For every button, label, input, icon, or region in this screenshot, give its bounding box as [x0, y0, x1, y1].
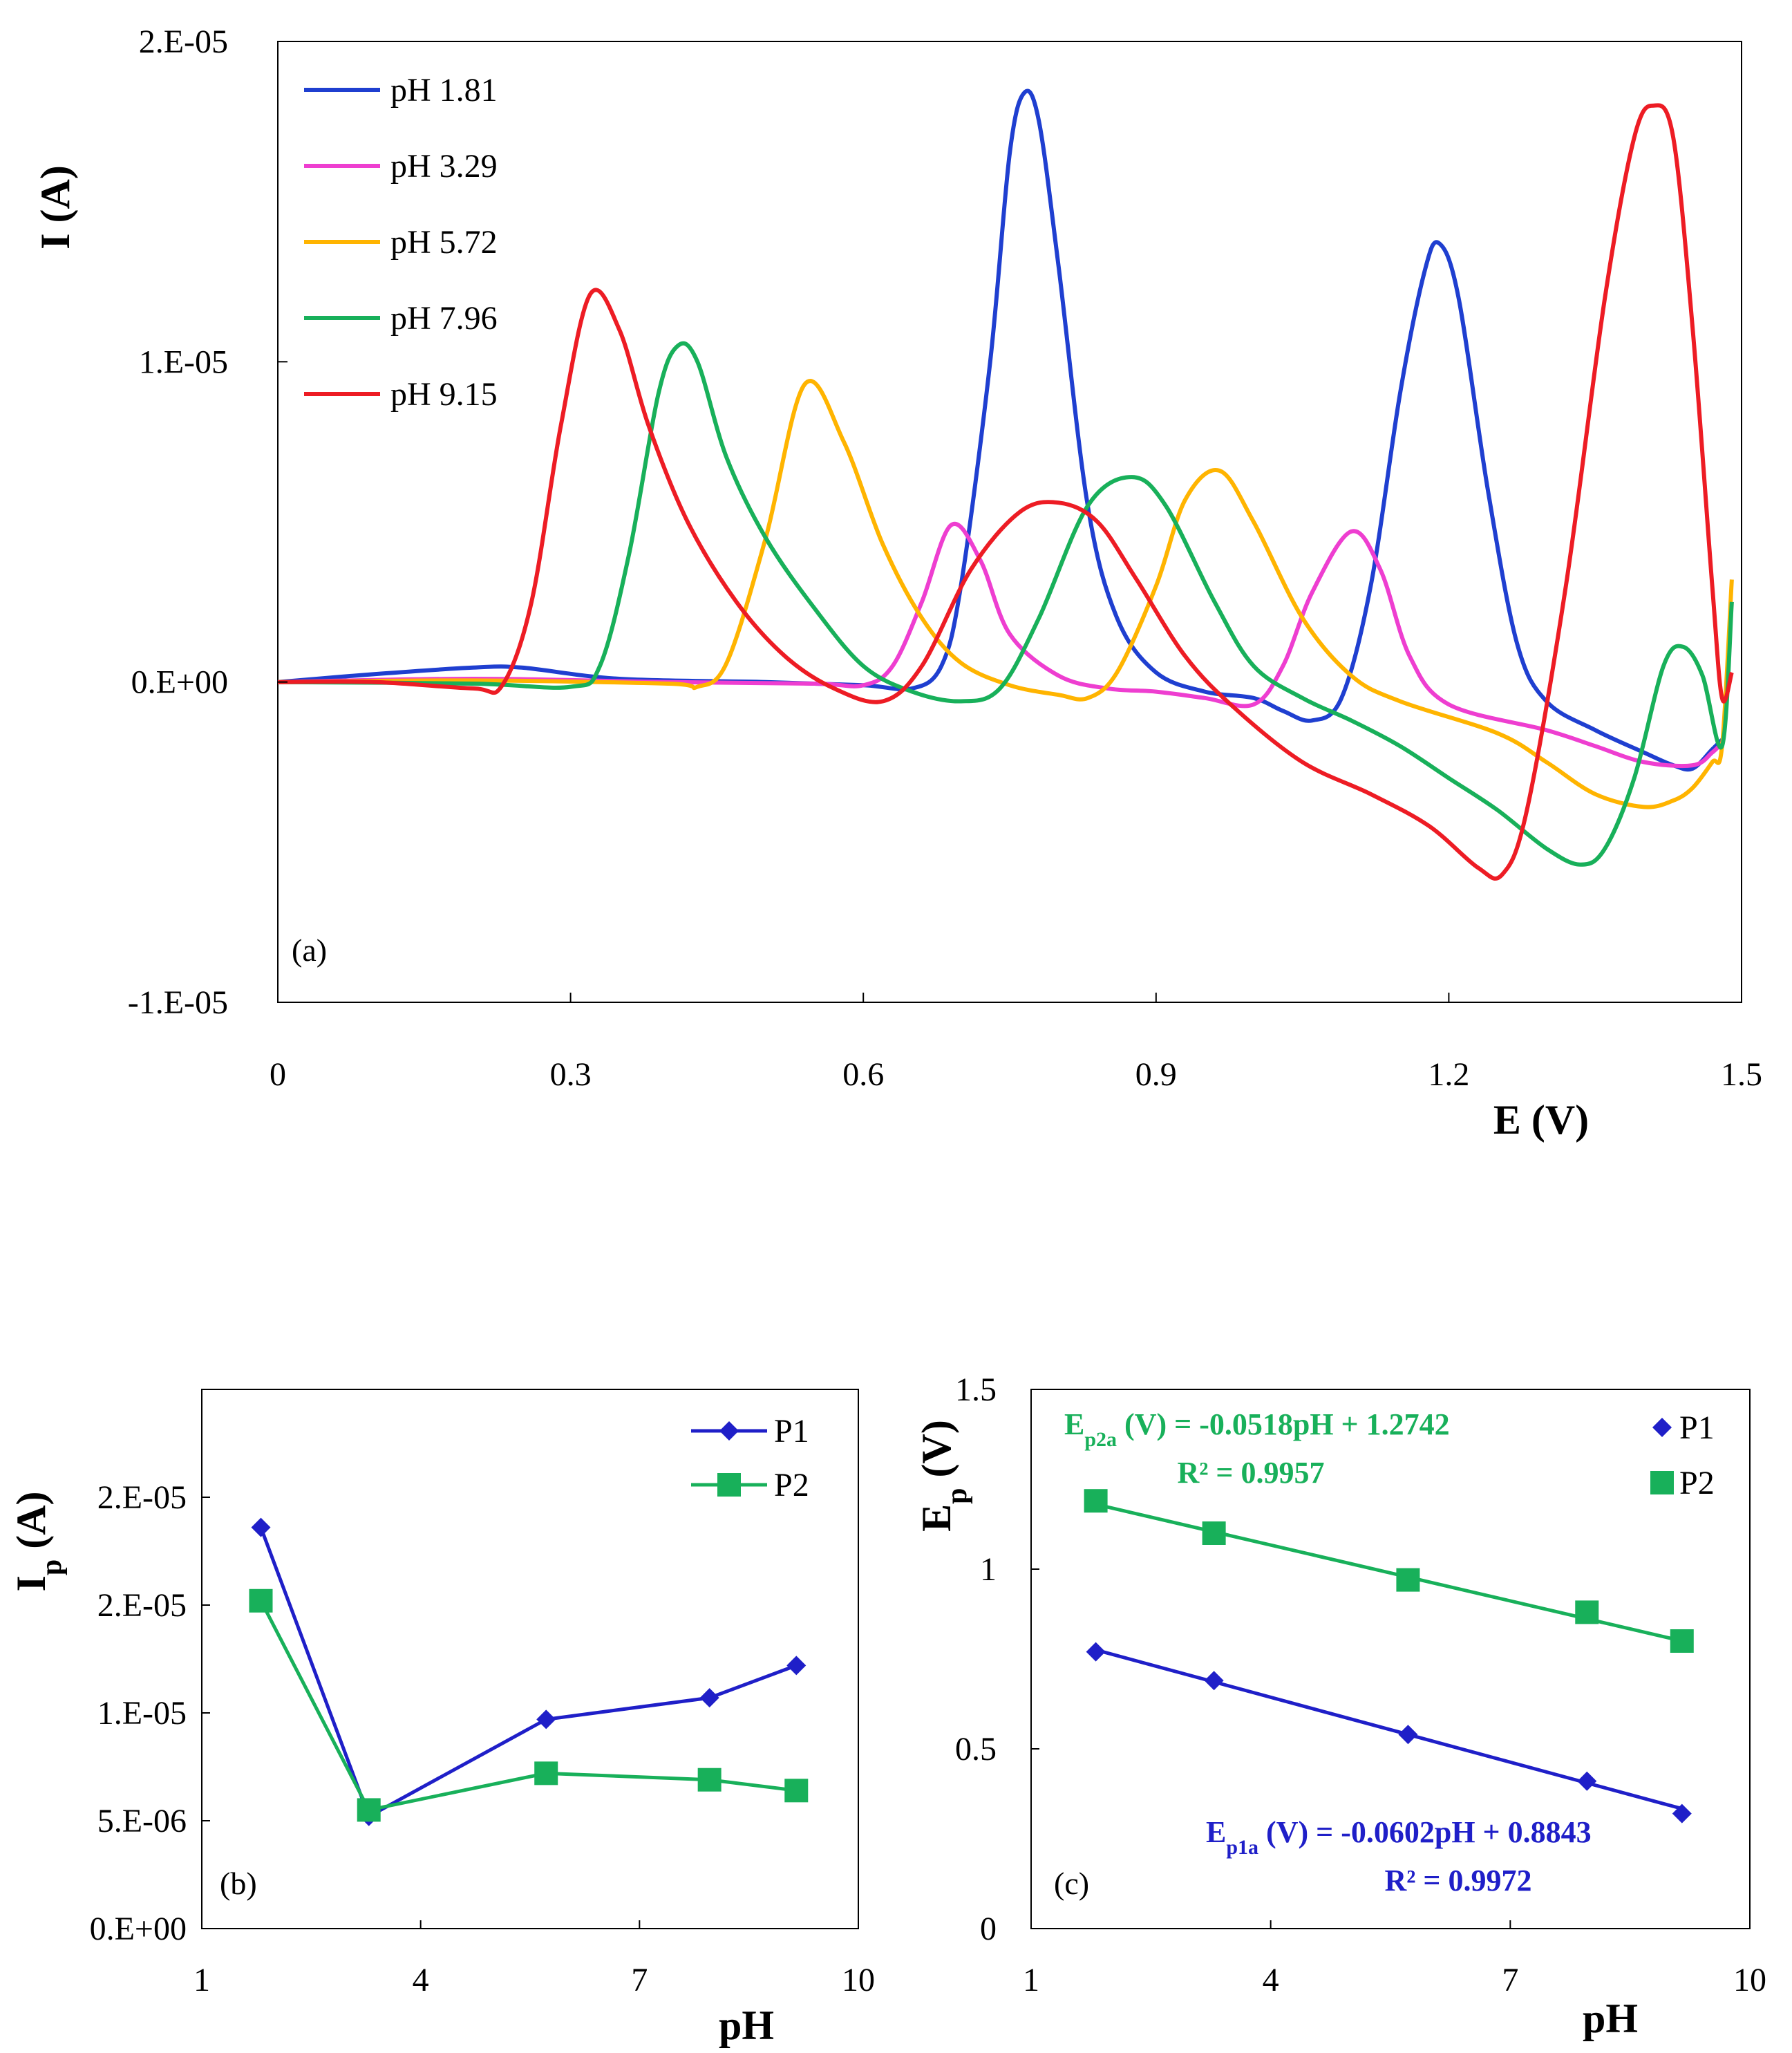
panel-b-point-p2 — [784, 1779, 809, 1803]
panel-c-p2-fit-equation: Ep2a (V) = -0.0518pH + 1.2742 — [1064, 1407, 1450, 1451]
panel-b-x-tick-label: 7 — [631, 1962, 648, 1998]
panel-b-frame — [201, 1389, 859, 1929]
panel-b-point-p1 — [786, 1656, 807, 1676]
panel-b-y-tick-label: 5.E-06 — [97, 1803, 187, 1839]
panel-c-point-p1 — [1577, 1771, 1597, 1791]
panel-b-point-p1 — [251, 1517, 271, 1537]
panel-b-point-p2 — [249, 1588, 273, 1613]
panel-c-legend-label-p1: P1 — [1679, 1409, 1715, 1446]
panel-a-x-tick-label: 0 — [270, 1056, 286, 1093]
panel-c-p2-r-squared: R² = 0.9957 — [1177, 1456, 1324, 1490]
panel-b-x-axis-title: pH — [719, 2003, 774, 2048]
panel-c-point-p2 — [1575, 1600, 1599, 1624]
panel-c: 1 4 7 10 0 0.5 1 1.5 P1 P2 pH Ep (V) (c) Ep2a (… — [914, 1371, 1766, 2041]
panel-a-label: (a) — [292, 932, 327, 968]
panel-a-x-tick-label: 0.3 — [550, 1056, 592, 1093]
panel-a-legend-label-ph-5-72: pH 5.72 — [390, 224, 498, 261]
panel-a-x-tick-label: 1.2 — [1428, 1056, 1469, 1093]
panel-c-legend-marker-p1 — [1652, 1418, 1672, 1437]
panel-b-point-p1 — [536, 1709, 556, 1729]
panel-a: 0 0.3 0.6 0.9 1.2 1.5 -1.E-05 0.E+00 1.E-05 2.E-… — [32, 24, 1762, 1143]
panel-b-x-tick-label: 4 — [413, 1962, 429, 1998]
panel-b-x-tick-label: 10 — [842, 1962, 875, 1998]
panel-a-x-tick-label: 0.6 — [842, 1056, 884, 1093]
panel-b-label: (b) — [220, 1866, 257, 1901]
panel-b-y-tick-label: 1.E-05 — [97, 1695, 187, 1732]
panel-b-point-p2 — [357, 1798, 381, 1822]
panel-a-series-ph-3-29 — [277, 521, 1724, 769]
panel-b-legend-marker-p2 — [717, 1473, 741, 1497]
panel-a-x-tick-label: 1.5 — [1721, 1056, 1762, 1093]
panel-c-x-tick-label: 4 — [1263, 1962, 1279, 1998]
panel-a-legend: pH 1.81 pH 3.29 pH 5.72 pH 7.96 pH 9.15 — [304, 72, 498, 413]
panel-c-x-tick-label: 7 — [1502, 1962, 1518, 1998]
panel-b: 1 4 7 10 0.E+005.E-061.E-052.E-052.E-05 P1P… — [8, 1389, 875, 2048]
panel-b-point-p1 — [699, 1688, 719, 1708]
panel-c-x-axis-title: pH — [1583, 1996, 1638, 2041]
panel-c-point-p2 — [1084, 1489, 1108, 1513]
panel-c-frame — [1030, 1389, 1751, 1929]
panel-b-y-tick-label: 2.E-05 — [97, 1587, 187, 1624]
panel-c-label: (c) — [1054, 1866, 1089, 1901]
panel-c-y-tick-label: 0 — [980, 1911, 997, 1947]
panel-c-point-p1 — [1398, 1725, 1418, 1745]
panel-c-point-p1 — [1672, 1803, 1692, 1824]
panel-a-series-ph-9-15 — [277, 103, 1734, 881]
panel-a-y-tick-label: 1.E-05 — [139, 344, 228, 380]
panel-c-point-p1 — [1086, 1642, 1106, 1662]
panel-a-legend-label-ph-3-29: pH 3.29 — [390, 148, 498, 185]
panel-b-legend-label-p2: P2 — [774, 1467, 809, 1503]
panel-b-y-axis-title: Ip (A) — [8, 1491, 68, 1591]
panel-b-legend-label-p1: P1 — [774, 1413, 809, 1450]
panel-a-y-tick-label: 0.E+00 — [131, 664, 228, 701]
panel-a-legend-label-ph-9-15: pH 9.15 — [390, 376, 498, 413]
panel-a-x-axis-title: E (V) — [1493, 1097, 1589, 1143]
panel-c-x-tick-label: 10 — [1733, 1962, 1766, 1998]
panel-c-legend-label-p2: P2 — [1679, 1465, 1715, 1501]
panel-b-y-tick-label: 0.E+00 — [90, 1911, 187, 1947]
panel-c-point-p2 — [1396, 1568, 1420, 1592]
panel-a-series-ph-1-81 — [277, 88, 1724, 772]
panel-b-point-p2 — [534, 1761, 558, 1785]
panel-c-point-p2 — [1202, 1521, 1226, 1545]
panel-a-y-tick-label: 2.E-05 — [139, 24, 228, 60]
panel-a-y-axis-title: I (A) — [32, 165, 78, 250]
panel-a-legend-label-ph-7-96: pH 7.96 — [390, 300, 498, 337]
panel-b-y-tick-label: 2.E-05 — [97, 1479, 187, 1516]
panel-a-legend-label-ph-1-81: pH 1.81 — [390, 72, 498, 109]
panel-c-fit-line-p1 — [1095, 1648, 1683, 1811]
panel-c-legend-marker-p2 — [1650, 1471, 1674, 1494]
panel-a-series-ph-5-72 — [277, 379, 1734, 809]
panel-c-y-tick-label: 0.5 — [955, 1731, 997, 1768]
panel-a-series-ph-7-96 — [277, 341, 1734, 867]
panel-b-x-tick-label: 1 — [194, 1962, 210, 1998]
panel-a-frame — [277, 41, 1742, 1003]
panel-c-p1-r-squared: R² = 0.9972 — [1384, 1864, 1531, 1897]
panel-c-y-axis-title: Ep (V) — [914, 1420, 973, 1532]
panel-c-y-tick-label: 1.5 — [955, 1371, 997, 1408]
panel-c-point-p1 — [1204, 1671, 1224, 1691]
panel-a-y-tick-label: -1.E-05 — [128, 984, 228, 1021]
panel-b-point-p2 — [697, 1768, 721, 1792]
panel-c-legend: P1 P2 — [1650, 1409, 1715, 1501]
panel-c-point-p2 — [1670, 1629, 1694, 1653]
panel-c-x-tick-label: 1 — [1023, 1962, 1039, 1998]
panel-c-y-tick-label: 1 — [980, 1551, 997, 1588]
panel-c-p1-fit-equation: Ep1a (V) = -0.0602pH + 0.8843 — [1206, 1815, 1592, 1859]
panel-b-legend-marker-p1 — [719, 1421, 739, 1441]
panel-a-x-tick-label: 0.9 — [1135, 1056, 1177, 1093]
